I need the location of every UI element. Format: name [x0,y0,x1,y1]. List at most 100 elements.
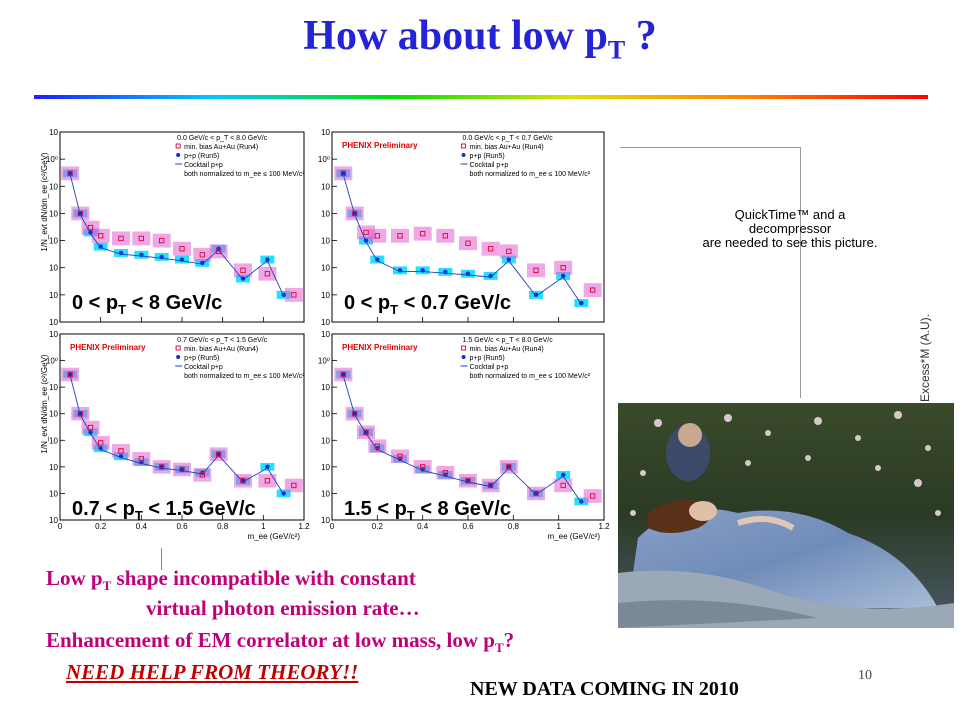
x-tick-label: 0.6 [462,522,474,531]
auau-systematic-band [391,228,409,243]
pp-data-point [375,257,380,262]
y-tick-label: 10 [49,383,58,392]
auau-data-point [158,237,165,244]
auau-data-point [264,271,271,277]
auau-data-point [465,240,471,246]
pp-data-point [363,430,369,435]
auau-data-point [291,482,297,489]
legend-pp: p+p (Run5) [470,355,505,362]
auau-data-point [419,230,426,237]
x-tick-label: 1.2 [298,522,310,531]
auau-data-point [87,424,94,431]
legend-cocktail: Cocktail p+p [184,364,223,371]
x-tick-label: 0 [58,522,63,531]
legend-range: 0.0 GeV/c < p_T < 8.0 GeV/c [177,135,268,142]
y-tick-label: 10 [321,516,330,525]
phenix-preliminary-label: PHENIX Preliminary [342,343,418,352]
x-tick-label: 0.4 [136,522,148,531]
auau-data-point [363,429,369,435]
auau-data-point [397,233,403,239]
x-tick-label: 0.2 [95,522,107,531]
auau-systematic-band [152,233,171,248]
pp-data-point [265,257,270,262]
auau-systematic-band [284,478,303,493]
auau-data-point [215,248,222,255]
auau-data-point [199,472,206,478]
y-tick-label: 10 [321,318,330,327]
auau-systematic-band [81,420,100,435]
quicktime-line-3: are needed to see this picture. [702,235,878,250]
need-help-theory-text: NEED HELP FROM THEORY!! [66,660,359,684]
phenix-preliminary-label: PHENIX Preliminary [70,343,146,352]
pp-data-point [67,372,73,377]
pp-data-point [397,268,403,273]
legend-normalization: both normalized to m_ee ≤ 100 MeV/c² [184,171,305,178]
auau-data-point [179,466,185,473]
legend-normalization: both normalized to m_ee ≤ 100 MeV/c² [470,373,591,380]
text-line-2: virtual photon emission rate… [146,596,420,620]
auau-data-point [291,292,297,298]
auau-data-point [240,478,246,484]
y-tick-label: 10 [49,410,58,419]
pp-data-point [506,464,511,470]
pp-data-point [179,257,185,262]
auau-data-point [138,456,145,462]
pp-data-point [443,269,448,275]
plot-frame [59,333,305,521]
pp-data-point [561,472,566,478]
auau-data-point [506,464,512,470]
pp-data-point [216,451,221,457]
panel-label-0: 0 < pT < 8 GeV/c [72,292,223,317]
y-tick-label: 10 [49,237,58,246]
panel-label-3: 1.5 < pT < 8 GeV/c [344,498,511,523]
auau-data-point [215,451,222,457]
auau-systematic-band [413,460,432,474]
x-tick-label: 0 [330,522,335,531]
y-tick-label: 10 [49,291,58,300]
x-tick-label: 0.6 [176,522,188,531]
y-tick-label: 10 [321,489,330,498]
panel-label-2: 0.7 < pT < 1.5 GeV/c [72,498,256,523]
auau-data-point [67,371,73,378]
auau-systematic-band [368,228,387,243]
axis-stub-line [161,548,162,570]
auau-data-point [589,493,596,499]
pp-data-point [341,171,346,176]
panel-label-1: 0 < pT < 0.7 GeV/c [344,292,511,317]
auau-data-point [118,235,124,242]
quicktime-placeholder-text: QuickTime™ and a decompressor are needed… [690,208,890,250]
y-axis-label: 1/N_evt dN/dm_ee (c²/GeV) [40,152,49,251]
auau-systematic-band [209,244,228,259]
new-data-text: NEW DATA COMING IN 2010 [470,678,739,700]
auau-systematic-band [91,436,110,450]
legend-pp-marker [176,153,181,157]
y-tick-label: 10 [49,128,58,137]
y-tick-label: 10 [49,330,58,339]
y-tick-label: 10 [321,383,330,392]
pp-data-point [78,411,83,416]
pp-data-point [179,467,185,472]
pp-data-point [265,464,270,470]
auau-systematic-band [413,226,432,241]
y-tick-label: 10⁰ [318,155,330,164]
y-tick-label: 10⁰ [46,357,58,366]
auau-data-point [340,170,347,177]
auau-data-point [351,411,358,417]
y-tick-label: 10 [321,128,330,137]
legend-auau: min. bias Au+Au (Run4) [184,346,258,353]
auau-data-point [560,482,566,489]
legend-normalization: both normalized to m_ee ≤ 100 MeV/c² [184,373,305,380]
y-tick-label: 10 [321,463,330,472]
legend-pp: p+p (Run5) [184,355,219,362]
rainbow-divider [34,95,928,99]
sleeping-beauty-painting [618,403,954,628]
pp-data-point [506,257,511,262]
x-tick-label: 0.8 [508,522,520,531]
legend-pp-marker [461,153,466,157]
x-axis-label: m_ee (GeV/c²) [248,532,301,541]
pp-data-point [579,499,584,504]
pp-data-point [139,252,144,257]
legend-auau-marker [461,345,467,351]
legend-cocktail: Cocktail p+p [470,364,509,371]
y-axis-label: 1/N_evt dN/dm_ee (c²/GeV) [40,354,49,453]
